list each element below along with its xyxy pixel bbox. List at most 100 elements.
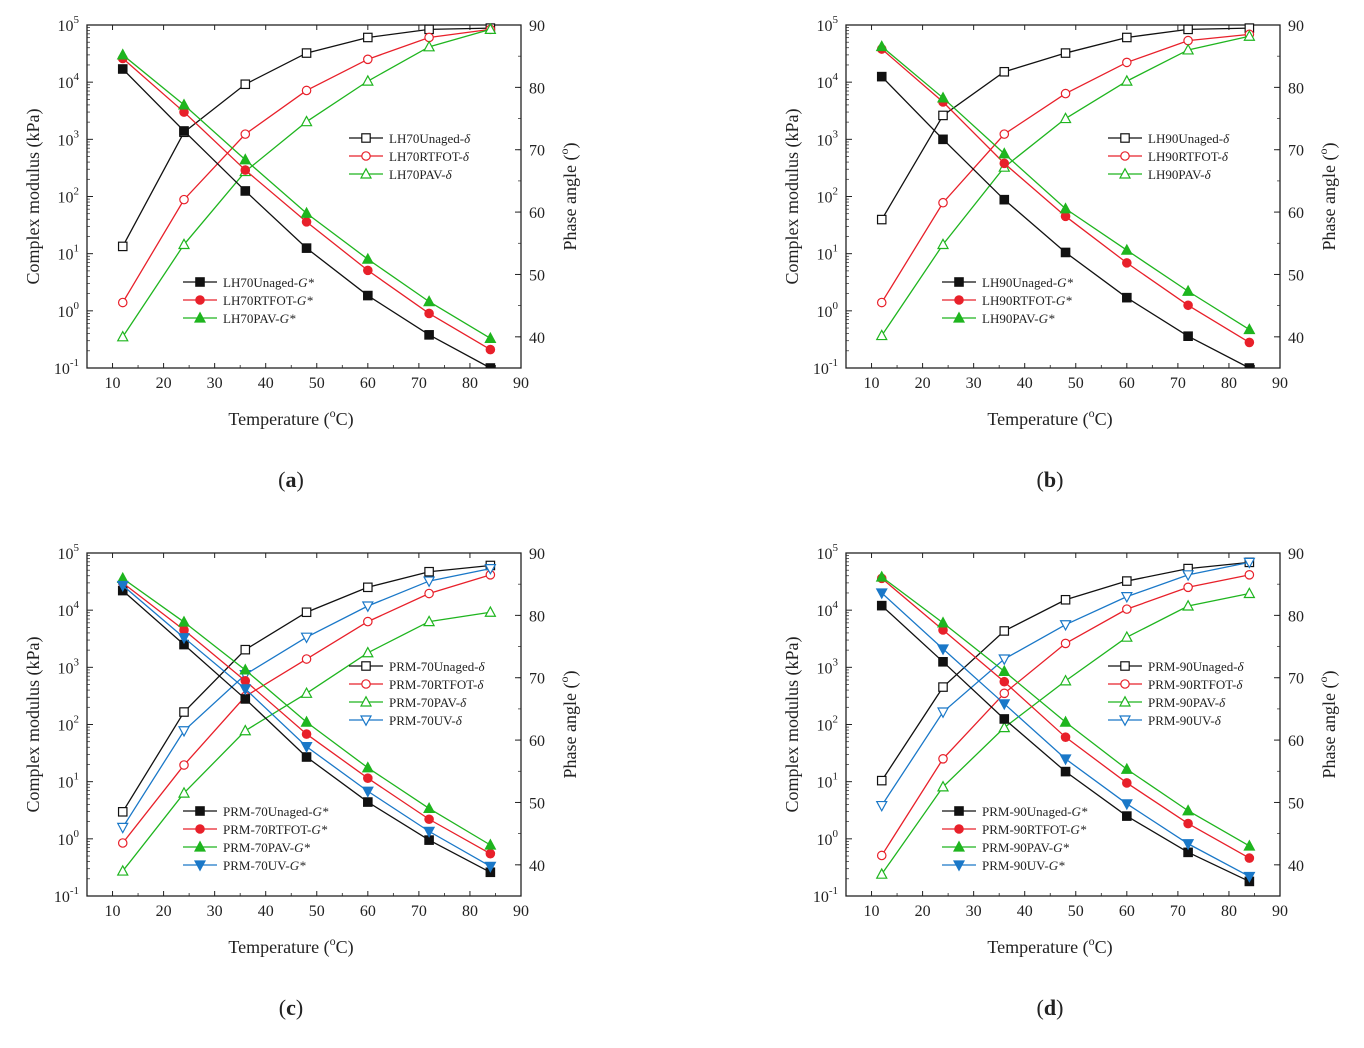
legend-delta: LH90Unaged-δ LH90RTFOT-δ LH90PAV-δ (1108, 131, 1230, 182)
legend-entry: PRM-70UV-G* (223, 858, 306, 873)
legend-marker (952, 311, 966, 323)
data-point (998, 664, 1011, 676)
data-point (937, 644, 950, 656)
data-point (300, 206, 313, 218)
x-tick-label: 50 (1068, 903, 1084, 920)
legend-marker (1118, 167, 1132, 179)
legend-marker (952, 860, 966, 872)
legend-entry: PRM-90Unaged-G* (982, 804, 1088, 819)
x-tick-label: 30 (207, 375, 223, 392)
legend-entry: LH70RTFOT-G* (223, 293, 313, 308)
legend-delta: LH70Unaged-δ LH70RTFOT-δ LH70PAV-δ (349, 131, 471, 182)
y-right-tick-label: 80 (1288, 80, 1304, 97)
data-point (999, 676, 1010, 687)
data-point (875, 867, 888, 879)
data-point (938, 134, 948, 145)
data-point (1122, 292, 1132, 303)
data-point (876, 297, 887, 308)
data-point (937, 91, 950, 103)
legend-marker (1120, 679, 1130, 689)
legend-gstar: LH70Unaged-G* LH70RTFOT-G* LH70PAV-G* (183, 275, 314, 326)
data-point (178, 633, 191, 645)
data-point (424, 330, 434, 340)
legend-entry: LH70Unaged-G* (223, 275, 314, 290)
data-point (1244, 363, 1255, 368)
data-point (361, 252, 374, 264)
legend-gstar: PRM-70Unaged-G* PRM-70RTFOT-G* PRM-70PAV-G… (183, 804, 329, 873)
data-point (301, 48, 312, 58)
data-point (240, 186, 251, 196)
data-point (179, 126, 189, 136)
x-tick-label: 90 (513, 903, 529, 920)
y-right-axis-label: Phase angle (o) (557, 143, 581, 251)
x-axis-label: Temperature (oC) (987, 406, 1112, 430)
data-point (485, 848, 496, 859)
data-point (301, 729, 312, 739)
x-tick-label: 10 (105, 375, 121, 392)
data-point (300, 715, 313, 727)
legend-delta: PRM-90Unaged-δ PRM-90RTFOT-δ PRM-90PAV-δ PR… (1108, 659, 1245, 728)
data-point (937, 780, 950, 792)
data-point (424, 24, 434, 35)
y-right-tick-label: 50 (529, 267, 545, 284)
legend-marker (1120, 151, 1130, 161)
y-left-tick-label: 100 (58, 828, 80, 849)
x-tick-label: 90 (1272, 375, 1288, 392)
data-point (1120, 243, 1133, 255)
x-tick-label: 80 (1221, 903, 1237, 920)
legend-entry: LH90RTFOT-δ (1148, 149, 1229, 164)
data-point (361, 646, 374, 658)
data-point (300, 686, 313, 698)
legend-entry: PRM-90RTFOT-δ (1148, 677, 1243, 692)
legend-marker (359, 695, 373, 707)
y-left-tick-label: 104 (58, 71, 80, 92)
data-point (998, 654, 1011, 666)
data-point (1120, 592, 1133, 604)
data-point (116, 580, 129, 592)
data-point (361, 786, 374, 798)
y-left-tick-label: 102 (58, 186, 80, 207)
legend-marker (361, 661, 371, 671)
data-point (1243, 587, 1256, 599)
data-point (179, 760, 189, 770)
data-point (424, 566, 434, 577)
data-point (178, 238, 191, 250)
data-point (484, 331, 497, 343)
data-point (938, 753, 948, 764)
data-point (239, 724, 252, 736)
data-point (240, 676, 251, 686)
data-point (999, 714, 1010, 724)
y-right-tick-label: 40 (529, 330, 545, 347)
y-left-tick-label: 104 (817, 71, 839, 92)
data-point (875, 800, 888, 813)
legend-marker (361, 151, 371, 161)
x-tick-label: 70 (1170, 903, 1186, 920)
panel-label: (c) (279, 995, 303, 1020)
y-left-tick-label: 105 (58, 14, 80, 35)
data-point (1059, 715, 1072, 727)
data-point (179, 194, 189, 205)
legend-marker (954, 806, 964, 816)
x-tick-label: 90 (513, 375, 529, 392)
legend-entry: LH90PAV-δ (1148, 167, 1212, 182)
data-point (1182, 43, 1195, 55)
data-point (300, 632, 313, 644)
data-point (1120, 799, 1133, 811)
y-right-tick-label: 80 (529, 608, 545, 625)
data-point (116, 48, 129, 60)
data-point (423, 615, 436, 627)
legend-entry: PRM-70UV-δ (389, 713, 463, 728)
legend-entry: LH90Unaged-G* (982, 275, 1073, 290)
data-point (423, 826, 436, 838)
y-left-tick-label: 103 (58, 128, 80, 149)
data-point (875, 570, 888, 582)
data-point (117, 297, 128, 308)
x-tick-label: 30 (207, 903, 223, 920)
data-point (424, 588, 434, 599)
data-point (1060, 766, 1071, 777)
data-point (300, 742, 313, 754)
legend-marker (1120, 133, 1130, 143)
series-group (875, 23, 1256, 368)
legend-marker (359, 167, 373, 179)
legend-entry: PRM-90RTFOT-G* (982, 822, 1087, 837)
